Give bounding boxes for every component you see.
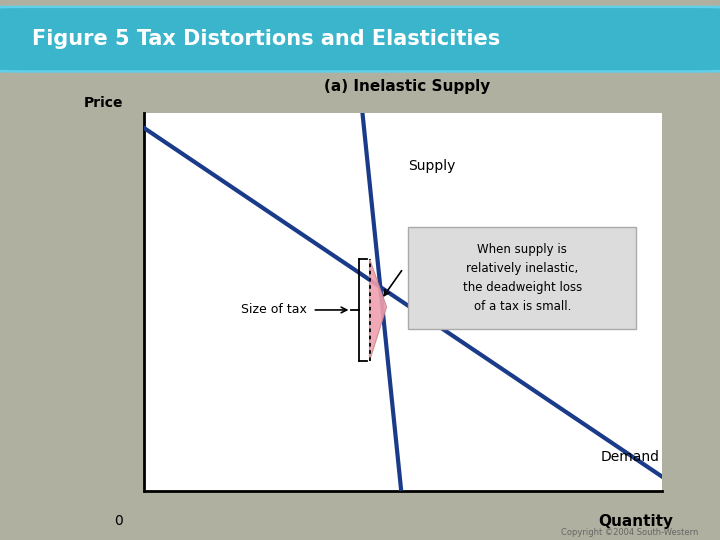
- Text: When supply is
relatively inelastic,
the deadweight loss
of a tax is small.: When supply is relatively inelastic, the…: [463, 243, 582, 313]
- Polygon shape: [369, 259, 387, 361]
- FancyBboxPatch shape: [0, 8, 720, 70]
- Text: Supply: Supply: [408, 159, 456, 173]
- Text: Quantity: Quantity: [598, 514, 672, 529]
- FancyBboxPatch shape: [408, 227, 636, 329]
- Text: Size of tax: Size of tax: [241, 303, 307, 316]
- Text: Figure 5 Tax Distortions and Elasticities: Figure 5 Tax Distortions and Elasticitie…: [32, 29, 500, 49]
- Text: (a) Inelastic Supply: (a) Inelastic Supply: [324, 79, 490, 94]
- Text: 0: 0: [114, 514, 123, 528]
- Text: Copyright ©2004 South-Western: Copyright ©2004 South-Western: [561, 528, 698, 537]
- FancyBboxPatch shape: [0, 5, 720, 73]
- Text: Price: Price: [84, 96, 123, 110]
- Text: Demand: Demand: [600, 450, 660, 464]
